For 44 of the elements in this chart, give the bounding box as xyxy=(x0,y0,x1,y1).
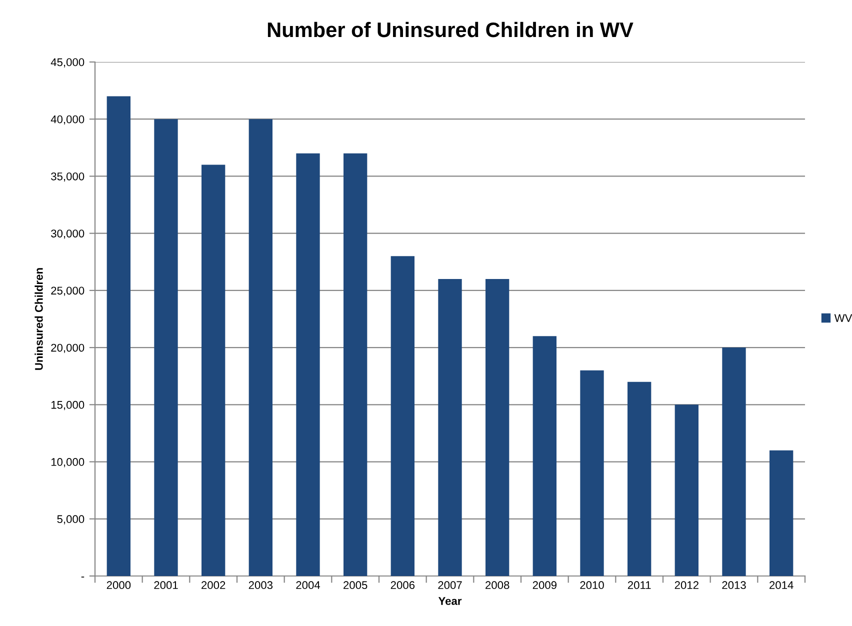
y-tick-label: 40,000 xyxy=(50,115,84,125)
bar xyxy=(390,256,414,576)
y-tick-label: 15,000 xyxy=(51,400,84,410)
y-tick-label: 20,000 xyxy=(51,344,84,354)
bar xyxy=(438,279,462,576)
bar xyxy=(296,153,320,576)
y-tick-label: 45,000 xyxy=(50,58,84,68)
bar xyxy=(532,336,556,576)
y-tick-label: 35,000 xyxy=(51,172,84,182)
x-tick-label: 2002 xyxy=(202,581,226,590)
x-tick-label: 2000 xyxy=(106,581,131,590)
x-tick-label: 2011 xyxy=(628,581,651,590)
bar xyxy=(344,153,368,576)
y-tick-label: 5,000 xyxy=(57,515,84,524)
x-tick-label: 2010 xyxy=(580,581,604,590)
x-tick-label: 2009 xyxy=(532,581,556,590)
x-tick-label: 2008 xyxy=(486,581,510,590)
bar xyxy=(106,96,130,576)
x-tick-label: 2001 xyxy=(154,581,178,590)
x-tick-label: 2013 xyxy=(722,581,746,590)
y-tick-label: 10,000 xyxy=(51,458,84,468)
bar xyxy=(202,164,226,576)
x-axis-title: Year xyxy=(438,597,462,605)
x-tick-label: 2007 xyxy=(438,581,462,590)
y-tick-label: 30,000 xyxy=(51,230,84,239)
y-tick-label: 25,000 xyxy=(51,286,84,296)
x-tick-label: 2004 xyxy=(296,581,320,590)
x-tick-label: 2005 xyxy=(344,581,368,590)
legend-label: WV xyxy=(834,314,852,322)
bar xyxy=(628,382,652,576)
x-tick-label: 2014 xyxy=(770,581,794,590)
bar xyxy=(248,119,272,576)
bar xyxy=(674,404,698,576)
chart-title: Number of Uninsured Children in WV xyxy=(268,22,634,38)
y-axis-title: Uninsured Children xyxy=(34,268,43,370)
bar xyxy=(722,348,746,576)
bar xyxy=(486,279,510,576)
bar xyxy=(580,370,604,576)
bar xyxy=(770,450,794,576)
y-tick-label: - xyxy=(81,576,84,578)
x-tick-label: 2006 xyxy=(390,581,415,590)
x-tick-label: 2012 xyxy=(674,581,698,590)
x-tick-label: 2003 xyxy=(248,581,273,590)
bar xyxy=(154,119,178,576)
